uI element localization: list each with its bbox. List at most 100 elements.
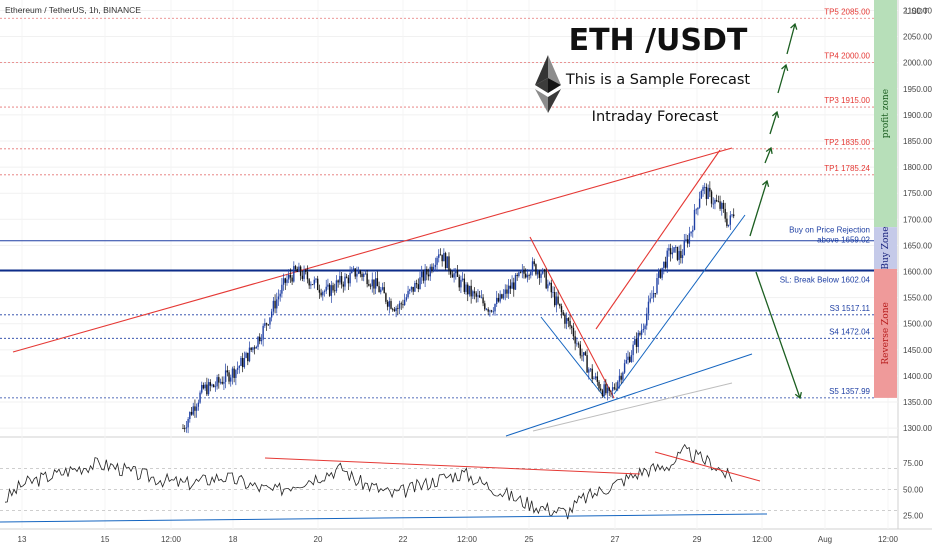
candle-body	[354, 268, 356, 277]
zones: profit zone Buy Zone Reverse Zone	[874, 0, 897, 398]
candle-body	[453, 273, 455, 278]
candle-body	[574, 336, 576, 344]
candle-body	[608, 387, 610, 391]
candle-body	[378, 286, 380, 293]
candle-body	[576, 343, 578, 345]
forecast-subtitle: This is a Sample Forecast	[565, 72, 751, 88]
candle-body	[673, 247, 675, 253]
candle-body	[560, 306, 563, 313]
candle-body	[327, 284, 329, 287]
candle-body	[303, 269, 305, 279]
candle-body	[211, 384, 213, 386]
candle-body	[264, 323, 266, 326]
candle-body	[618, 375, 621, 382]
candle-body	[611, 387, 614, 391]
candle-body	[463, 278, 466, 292]
candle-body	[279, 293, 281, 297]
symbol-header[interactable]: Ethereum / TetherUS, 1h, BINANCE	[5, 5, 141, 15]
candle-body	[494, 304, 496, 312]
candle-body	[298, 266, 300, 272]
candle-body	[247, 352, 249, 362]
candle-body	[308, 279, 310, 286]
candle-body	[659, 269, 662, 278]
candle-body	[194, 406, 196, 411]
candle-body	[518, 272, 520, 277]
candle-body	[490, 310, 493, 312]
time-tick-label: 12:00	[752, 535, 773, 544]
candle-body	[374, 278, 377, 289]
candle-body	[683, 241, 685, 255]
trend-line-channel	[595, 149, 721, 330]
price-tick-label: 1650.00	[903, 241, 932, 250]
candle-body	[506, 289, 508, 294]
candle-body	[455, 270, 457, 274]
candle-body	[530, 271, 532, 276]
candle-body	[342, 284, 344, 287]
trend-line-support	[613, 214, 746, 395]
candle-body	[325, 286, 327, 292]
forecast-arrow-down	[755, 271, 801, 399]
candle-body	[184, 428, 186, 430]
candle-body	[465, 284, 467, 292]
drawings	[12, 22, 802, 437]
price-tick-label: 1950.00	[903, 85, 932, 94]
candle-body	[538, 271, 541, 278]
price-pane	[0, 0, 898, 436]
candle-body	[427, 274, 430, 277]
candle-body	[584, 352, 587, 356]
candle-body	[540, 273, 542, 278]
candle-body	[402, 304, 404, 306]
candle-body	[444, 253, 447, 269]
price-tick-label: 1750.00	[903, 189, 932, 198]
candle-body	[504, 289, 506, 294]
candle-body	[470, 285, 472, 297]
candle-body	[199, 392, 201, 403]
candle-body	[332, 285, 334, 291]
rsi-support-line	[0, 513, 768, 523]
price-tick-label: 1900.00	[903, 111, 932, 120]
candle-body	[383, 287, 385, 294]
forecast-arrow-up	[777, 64, 787, 94]
candle-body	[449, 270, 452, 275]
candle-body	[613, 387, 616, 389]
candle-body	[591, 368, 593, 380]
candle-body	[282, 278, 285, 285]
candle-body	[195, 406, 198, 411]
candles	[182, 181, 735, 434]
candle-body	[704, 186, 706, 188]
candle-body	[345, 276, 348, 278]
candle-body	[429, 266, 431, 277]
candle-body	[664, 261, 667, 268]
candle-body	[719, 201, 721, 209]
candle-body	[724, 208, 726, 219]
candle-body	[219, 381, 222, 383]
rsi-trend-line	[264, 457, 641, 475]
candle-body	[516, 274, 518, 277]
candle-body	[334, 290, 336, 292]
candle-body	[204, 384, 206, 389]
candle-body	[589, 368, 592, 370]
arrow-head	[762, 179, 770, 187]
candle-body	[340, 276, 343, 285]
candle-body	[407, 290, 409, 298]
forecast-arrow-up	[764, 147, 772, 164]
candle-body	[265, 323, 268, 325]
candle-body	[533, 261, 535, 265]
candle-body	[192, 406, 194, 415]
candle-body	[688, 233, 691, 244]
candle-body	[284, 278, 286, 283]
price-tick-label: 1500.00	[903, 320, 932, 329]
candle-body	[625, 359, 627, 364]
candle-body	[361, 273, 363, 277]
candle-body	[189, 411, 191, 420]
candle-body	[671, 252, 674, 255]
candle-body	[357, 270, 360, 274]
candle-body	[369, 285, 372, 287]
candle-body	[472, 291, 474, 297]
candle-body	[243, 357, 246, 368]
level-label: TP3 1915.00	[824, 96, 870, 105]
time-tick-label: 15	[101, 535, 110, 544]
candle-body	[601, 390, 604, 396]
candle-body	[281, 284, 283, 294]
candle-body	[417, 284, 419, 290]
